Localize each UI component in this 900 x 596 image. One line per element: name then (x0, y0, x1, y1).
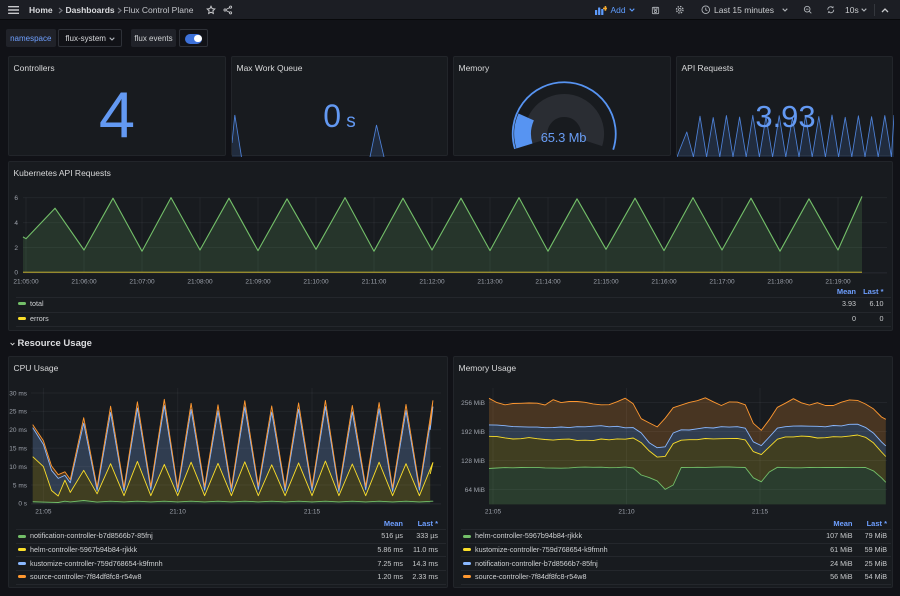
svg-text:21:15: 21:15 (752, 509, 769, 516)
svg-text:21:15: 21:15 (304, 509, 321, 516)
svg-text:4: 4 (14, 220, 18, 227)
svg-text:21:06:00: 21:06:00 (71, 279, 97, 286)
svg-text:21:12:00: 21:12:00 (419, 279, 445, 286)
svg-text:21:05: 21:05 (35, 509, 52, 516)
svg-text:21:09:00: 21:09:00 (245, 279, 271, 286)
svg-text:128 MiB: 128 MiB (461, 458, 485, 465)
svg-text:21:10: 21:10 (618, 509, 635, 516)
svg-text:15 ms: 15 ms (9, 446, 27, 453)
svg-text:21:14:00: 21:14:00 (535, 279, 561, 286)
svg-text:0: 0 (14, 270, 18, 277)
svg-text:21:15:00: 21:15:00 (593, 279, 619, 286)
svg-text:6: 6 (14, 195, 18, 202)
svg-text:25 ms: 25 ms (9, 409, 27, 416)
svg-text:21:17:00: 21:17:00 (709, 279, 735, 286)
svg-text:21:10: 21:10 (170, 509, 187, 516)
svg-text:21:18:00: 21:18:00 (767, 279, 793, 286)
svg-text:10 ms: 10 ms (9, 464, 27, 471)
svg-text:21:13:00: 21:13:00 (477, 279, 503, 286)
svg-text:21:07:00: 21:07:00 (129, 279, 155, 286)
svg-text:21:10:00: 21:10:00 (303, 279, 329, 286)
svg-text:20 ms: 20 ms (9, 427, 27, 434)
svg-text:2: 2 (14, 245, 18, 252)
svg-text:21:05:00: 21:05:00 (13, 279, 39, 286)
svg-text:256 MiB: 256 MiB (461, 400, 485, 407)
svg-text:64 MiB: 64 MiB (465, 487, 485, 494)
svg-text:5 ms: 5 ms (13, 482, 28, 489)
svg-text:21:08:00: 21:08:00 (187, 279, 213, 286)
svg-text:21:05: 21:05 (485, 509, 502, 516)
svg-text:30 ms: 30 ms (9, 390, 27, 397)
svg-text:0 s: 0 s (18, 501, 27, 508)
svg-text:21:19:00: 21:19:00 (825, 279, 851, 286)
svg-text:21:11:00: 21:11:00 (362, 279, 387, 286)
svg-text:21:16:00: 21:16:00 (651, 279, 677, 286)
svg-text:192 MiB: 192 MiB (461, 429, 485, 436)
